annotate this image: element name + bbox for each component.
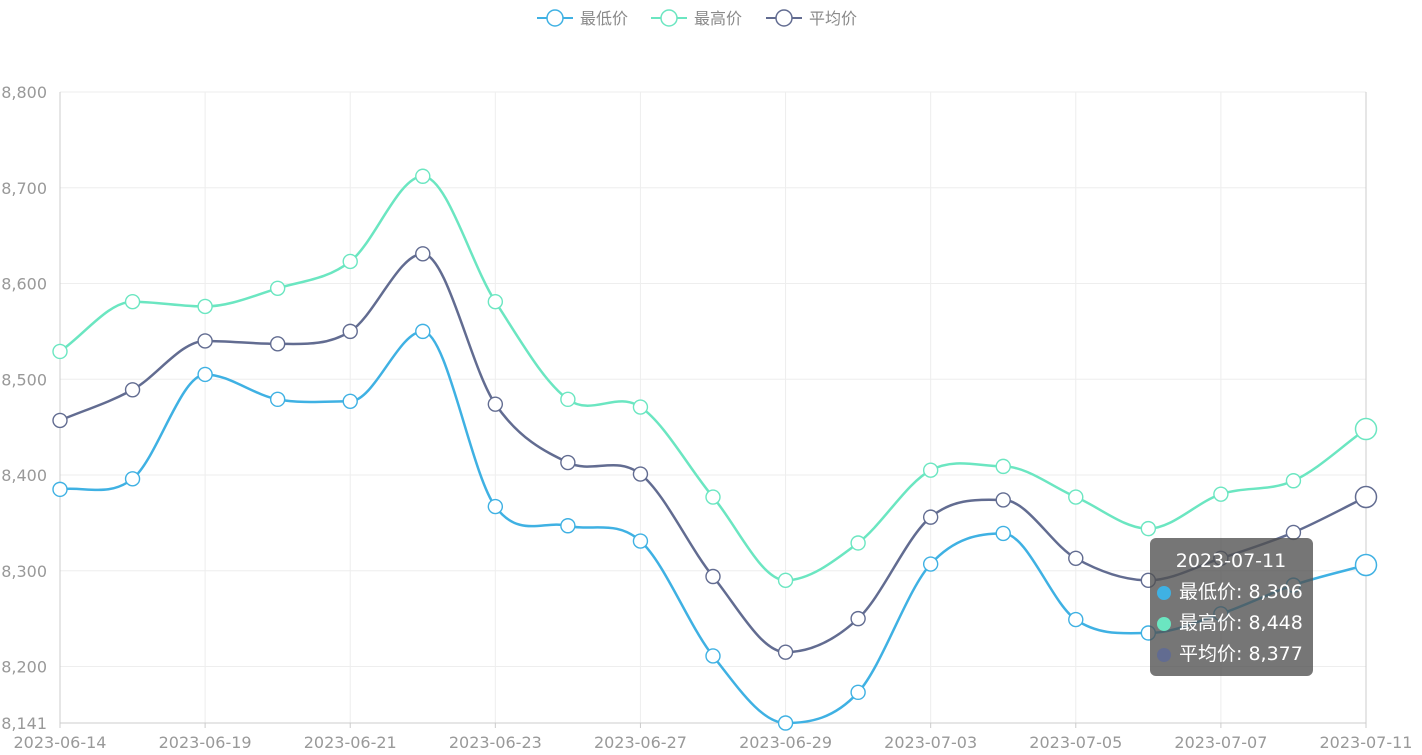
tooltip-title: 2023-07-11: [1175, 550, 1287, 572]
x-tick-label: 2023-07-05: [1029, 733, 1122, 752]
x-tick-label: 2023-06-23: [449, 733, 542, 752]
tooltip-dot-low: [1157, 585, 1171, 600]
data-point-high[interactable]: [995, 458, 1011, 475]
legend-label-high[interactable]: 最高价: [694, 9, 742, 28]
data-point-low[interactable]: [1354, 553, 1378, 577]
data-point-low[interactable]: [777, 715, 794, 731]
data-point-high[interactable]: [1068, 489, 1084, 505]
x-tick-label: 2023-06-19: [159, 733, 252, 752]
data-point-high[interactable]: [560, 391, 576, 408]
data-point-high[interactable]: [1354, 417, 1378, 441]
data-point-low[interactable]: [487, 498, 504, 515]
data-point-avg[interactable]: [850, 610, 866, 627]
data-point-avg[interactable]: [52, 412, 68, 429]
data-point-low[interactable]: [995, 525, 1011, 542]
data-point-high[interactable]: [487, 293, 504, 310]
x-tick-label: 2023-07-07: [1174, 733, 1267, 752]
series-line-avg: [59, 252, 1367, 654]
data-point-high[interactable]: [705, 489, 721, 505]
chart-tooltip: 2023-07-11 最低价: 8,306 最高价: 8,448 平均价: 8,…: [1150, 538, 1313, 676]
series-line-high: [59, 175, 1367, 582]
y-tick-label: 8,500: [1, 370, 47, 389]
tooltip-dot-avg: [1157, 647, 1171, 662]
data-point-high[interactable]: [1285, 473, 1302, 489]
data-point-high[interactable]: [1140, 520, 1157, 537]
data-point-avg[interactable]: [777, 644, 794, 660]
y-tick-label: 8,300: [1, 562, 47, 581]
data-point-low[interactable]: [922, 556, 939, 572]
data-point-avg[interactable]: [1354, 485, 1378, 509]
tooltip-text-avg: 平均价: 8,377: [1179, 643, 1303, 665]
data-point-low[interactable]: [269, 391, 286, 408]
data-point-high[interactable]: [52, 343, 68, 360]
x-tick-label: 2023-06-29: [739, 733, 832, 752]
x-tick-label: 2023-06-14: [14, 733, 107, 752]
y-tick-label: 8,200: [1, 658, 47, 677]
data-point-low[interactable]: [197, 366, 213, 383]
x-tick-label: 2023-07-11: [1320, 733, 1413, 752]
data-point-avg[interactable]: [197, 333, 213, 349]
axes: 8,141 8,200 8,300 8,400 8,500 8,600 8,700 8,800…: [1, 83, 1412, 752]
data-point-avg[interactable]: [342, 323, 358, 340]
tooltip-text-low: 最低价: 8,306: [1179, 581, 1303, 603]
legend-marker-avg[interactable]: [775, 9, 793, 27]
data-point-low[interactable]: [560, 518, 576, 534]
tooltip-text-high: 最高价: 8,448: [1179, 612, 1303, 634]
data-point-avg[interactable]: [705, 568, 721, 585]
data-point-avg[interactable]: [1068, 550, 1084, 567]
data-point-high[interactable]: [850, 535, 866, 551]
data-point-low[interactable]: [705, 648, 721, 664]
data-point-avg[interactable]: [922, 509, 939, 525]
x-tick-label: 2023-06-27: [594, 733, 687, 752]
tooltip-row-avg: 平均价: 8,377: [1157, 639, 1305, 670]
data-point-high[interactable]: [1213, 486, 1229, 502]
data-point-low[interactable]: [1068, 611, 1084, 628]
y-tick-label: 8,700: [1, 179, 47, 198]
data-point-low[interactable]: [52, 481, 68, 498]
data-point-avg[interactable]: [632, 466, 649, 482]
y-tick-label: 8,600: [1, 275, 47, 294]
data-point-high[interactable]: [415, 168, 431, 184]
legend[interactable]: 最低价 最高价 平均价: [537, 9, 857, 28]
y-tick-label: 8,400: [1, 466, 47, 485]
data-point-avg[interactable]: [560, 454, 576, 471]
data-point-low[interactable]: [632, 533, 649, 549]
data-point-avg[interactable]: [415, 246, 431, 262]
data-point-high[interactable]: [632, 399, 649, 415]
data-point-high[interactable]: [777, 572, 794, 589]
legend-label-low[interactable]: 最低价: [580, 9, 628, 28]
data-point-high[interactable]: [124, 293, 141, 310]
data-point-high[interactable]: [342, 253, 358, 270]
data-point-low[interactable]: [850, 684, 866, 701]
data-point-high[interactable]: [922, 462, 939, 478]
tooltip-row-low: 最低价: 8,306: [1157, 577, 1305, 608]
legend-label-avg[interactable]: 平均价: [809, 9, 857, 28]
data-point-high[interactable]: [197, 298, 213, 315]
legend-marker-high[interactable]: [660, 9, 678, 27]
data-point-low[interactable]: [124, 471, 141, 487]
tooltip-dot-high: [1157, 616, 1171, 631]
data-point-high[interactable]: [269, 280, 286, 296]
data-point-low[interactable]: [342, 393, 358, 409]
data-point-avg[interactable]: [124, 382, 141, 398]
data-point-avg[interactable]: [269, 336, 286, 352]
data-point-avg[interactable]: [995, 492, 1011, 508]
data-point-low[interactable]: [415, 323, 431, 340]
tooltip-row-high: 最高价: 8,448: [1157, 608, 1305, 639]
data-point-avg[interactable]: [487, 396, 504, 412]
x-tick-label: 2023-07-03: [884, 733, 977, 752]
x-tick-label: 2023-06-21: [304, 733, 397, 752]
y-tick-label: 8,800: [1, 83, 47, 102]
legend-marker-low[interactable]: [546, 9, 564, 27]
y-tick-label: 8,141: [1, 714, 47, 733]
